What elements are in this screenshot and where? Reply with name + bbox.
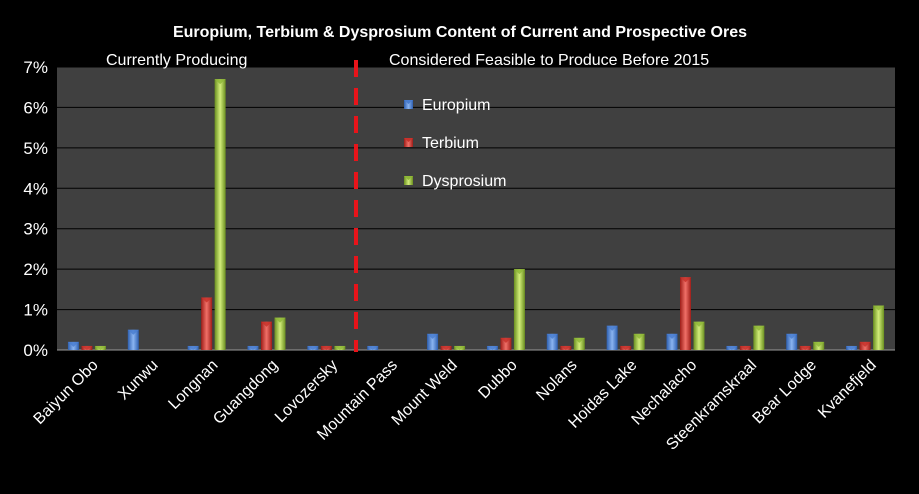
bar-europium <box>546 333 558 350</box>
bar-terbium <box>680 277 691 350</box>
bar-dysprosium <box>873 305 885 350</box>
bar-europium <box>67 341 79 350</box>
bar-terbium <box>500 337 512 350</box>
bar-terbium <box>201 297 213 350</box>
bar-terbium <box>620 345 632 350</box>
bar-europium <box>846 345 858 350</box>
x-axis-labels: Baiyun Obo Xunwu LongnanGuangdongLovozersk… <box>31 357 880 454</box>
bar-dysprosium <box>214 79 226 350</box>
legend-swatch <box>404 176 413 185</box>
bar-dysprosium <box>274 317 286 350</box>
y-tick-label: 3% <box>23 220 48 239</box>
bar-terbium <box>81 345 93 350</box>
x-tick-label: Baiyun Obo <box>31 357 102 428</box>
bar-europium <box>427 333 439 350</box>
bar-europium <box>606 325 618 350</box>
y-tick-label: 0% <box>23 341 48 360</box>
y-tick-label: 6% <box>23 98 48 117</box>
bar-terbium <box>799 345 811 350</box>
bar-europium <box>666 333 678 350</box>
bar-europium <box>187 345 199 350</box>
bar-terbium <box>261 321 272 350</box>
bar-dysprosium <box>633 333 645 350</box>
bar-europium <box>367 345 379 350</box>
legend-label: Dysprosium <box>422 173 506 190</box>
bar-europium <box>247 345 259 350</box>
bar-dysprosium <box>513 269 525 350</box>
bar-europium <box>127 329 139 350</box>
chart-title: Europium, Terbium & Dysprosium Content o… <box>173 24 747 41</box>
bar-dysprosium <box>573 337 585 350</box>
legend-label: Europium <box>422 97 490 114</box>
x-tick-label: Longnan <box>165 357 221 413</box>
y-axis-ticks: 0% 1% 2% 3% 4% 5% 6% 7% <box>23 58 48 360</box>
bar-dysprosium <box>693 321 705 350</box>
x-tick-label: Bear Lodge <box>750 357 821 428</box>
y-tick-label: 5% <box>23 139 48 158</box>
plot-area <box>57 67 895 350</box>
right-group-label: Considered Feasible to Produce Before 20… <box>389 52 709 69</box>
y-tick-label: 1% <box>23 301 48 320</box>
bar-europium <box>726 345 738 350</box>
bars <box>67 79 885 350</box>
x-tick-label: Xunwu <box>115 357 162 404</box>
bar-dysprosium <box>813 341 825 350</box>
y-tick-label: 2% <box>23 260 48 279</box>
legend-item: Europium <box>404 97 490 114</box>
x-tick-label: Dubbo <box>475 357 520 402</box>
legend-swatch <box>404 138 413 147</box>
legend-item: Dysprosium <box>404 173 506 190</box>
legend-swatch <box>404 100 413 109</box>
legend-label: Terbium <box>422 135 479 152</box>
bar-terbium <box>859 341 871 350</box>
bar-dysprosium <box>753 325 765 350</box>
bar-terbium <box>560 345 572 350</box>
y-tick-label: 7% <box>23 58 48 77</box>
bar-terbium <box>440 345 452 350</box>
x-tick-label: Nolans <box>533 357 580 404</box>
bar-terbium <box>739 345 751 350</box>
bar-europium <box>307 345 319 350</box>
x-tick-label: Kvanefjeld <box>815 357 880 422</box>
legend-item: Terbium <box>404 135 479 152</box>
x-tick-label: Guangdong <box>210 357 281 428</box>
legend: Europium Terbium Dysprosium <box>404 97 506 190</box>
bar-europium <box>786 333 798 350</box>
y-tick-label: 4% <box>23 179 48 198</box>
bar-dysprosium <box>94 345 106 350</box>
bar-dysprosium <box>334 345 346 350</box>
bar-terbium <box>320 345 332 350</box>
bar-europium <box>486 345 498 350</box>
left-group-label: Currently Producing <box>106 52 247 69</box>
bar-dysprosium <box>454 345 466 350</box>
